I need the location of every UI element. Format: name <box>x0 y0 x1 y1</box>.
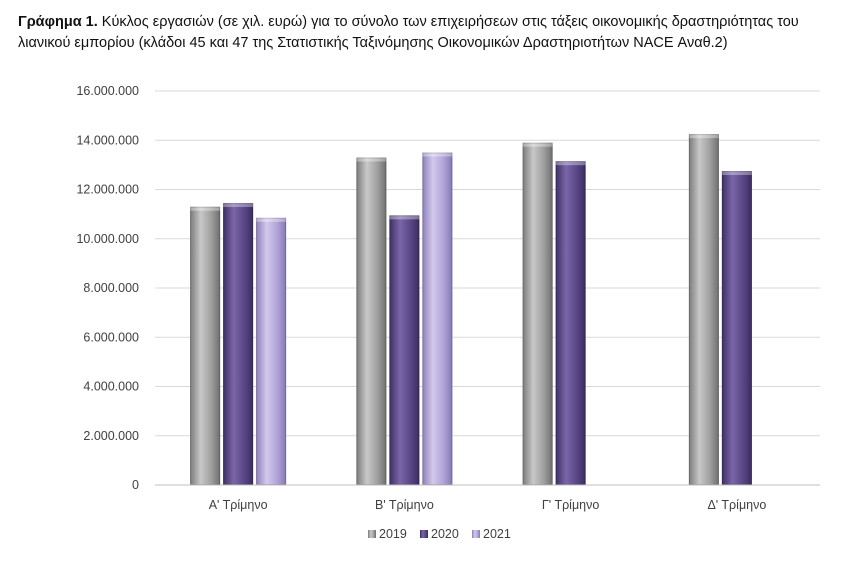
bar-bevel <box>190 206 221 211</box>
bar-bevel <box>389 215 420 220</box>
bar-bevel <box>688 134 719 139</box>
legend-swatch <box>420 530 428 538</box>
x-category-label: Δ' Τρίμηνο <box>707 498 766 512</box>
bar-bevel <box>223 203 254 208</box>
bar-2021-1 <box>256 217 287 485</box>
axes: 0 2.000.000 4.000.000 6.000.000 8.000.000 10.… <box>76 84 820 512</box>
bar-2020-3 <box>555 161 586 485</box>
bar-body <box>389 215 420 485</box>
y-tick-label: 6.000.000 <box>83 330 139 344</box>
caption-text-1: Κύκλος εργασιών (σε χιλ. ευρώ) για το σύ… <box>101 14 799 30</box>
bar-body <box>688 134 719 485</box>
legend-swatch <box>368 530 376 538</box>
x-category-label: Γ' Τρίμηνο <box>542 498 599 512</box>
bar-bevel <box>721 171 752 176</box>
bar-bevel <box>522 142 553 147</box>
bar-bevel <box>256 217 287 222</box>
caption-line-2: λιανικού εμπορίου (κλάδοι 45 και 47 της … <box>18 35 728 51</box>
legend: 2019 2020 2021 <box>368 527 511 541</box>
bar-bevel <box>356 157 387 162</box>
bar-body <box>190 206 221 486</box>
y-tick-label: 14.000.000 <box>76 133 139 147</box>
legend-item-2019: 2019 <box>368 527 407 541</box>
bar-2019-3 <box>522 142 553 485</box>
bar-body <box>422 152 453 485</box>
y-tick-label: 2.000.000 <box>83 429 139 443</box>
bar-body <box>256 217 287 485</box>
bar-body <box>522 142 553 485</box>
bar-bevel <box>422 152 453 157</box>
legend-label: 2021 <box>483 527 511 541</box>
gridlines <box>155 90 820 486</box>
legend-label: 2019 <box>379 527 407 541</box>
y-tick-label: 8.000.000 <box>83 281 139 295</box>
legend-swatch <box>472 530 480 538</box>
bar-2019-4 <box>688 134 719 485</box>
y-tick-label: 0 <box>132 478 139 492</box>
y-tick-label: 10.000.000 <box>76 232 139 246</box>
bar-2020-2 <box>389 215 420 485</box>
legend-item-2021: 2021 <box>472 527 511 541</box>
y-tick-label: 4.000.000 <box>83 380 139 394</box>
bar-2020-1 <box>223 203 254 485</box>
x-category-label: Α' Τρίμηνο <box>209 498 268 512</box>
bar-bevel <box>555 161 586 166</box>
bar-body <box>721 171 752 485</box>
bars <box>190 134 752 486</box>
legend-item-2020: 2020 <box>420 527 459 541</box>
chart-caption: Γράφημα 1. Κύκλος εργασιών (σε χιλ. ευρώ… <box>18 12 853 54</box>
bar-body <box>555 161 586 485</box>
y-tick-label: 12.000.000 <box>76 183 139 197</box>
bar-2021-2 <box>422 152 453 485</box>
x-category-label: Β' Τρίμηνο <box>375 498 434 512</box>
bar-body <box>223 203 254 485</box>
bar-2020-4 <box>721 171 752 485</box>
legend-label: 2020 <box>431 527 459 541</box>
y-tick-label: 16.000.000 <box>76 84 139 98</box>
bar-2019-1 <box>190 206 221 486</box>
caption-label: Γράφημα 1. <box>18 14 98 30</box>
bar-2019-2 <box>356 157 387 486</box>
bar-body <box>356 157 387 486</box>
caption-line-1: Γράφημα 1. Κύκλος εργασιών (σε χιλ. ευρώ… <box>18 12 853 33</box>
